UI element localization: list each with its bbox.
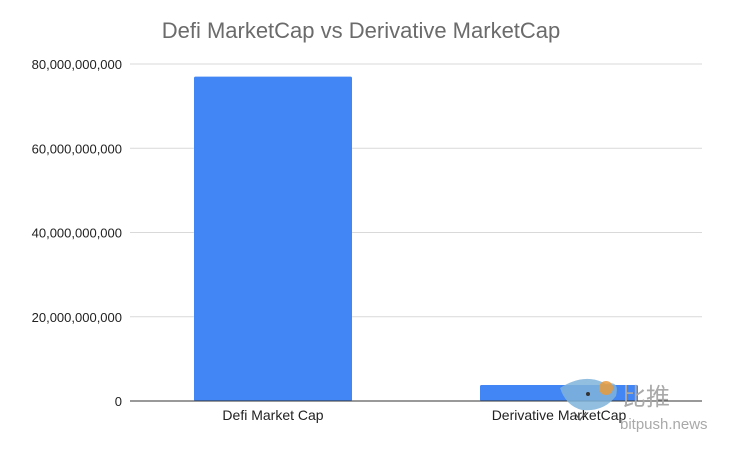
bird-bitcoin-logo-icon: [560, 378, 617, 421]
y-tick-label: 40,000,000,000: [32, 226, 122, 241]
y-tick-label: 80,000,000,000: [32, 57, 122, 72]
y-tick-label: 20,000,000,000: [32, 310, 122, 325]
x-category-label: Derivative MarketCap: [492, 407, 627, 423]
x-axis-categories: Defi Market Cap Derivative MarketCap: [222, 407, 626, 423]
y-axis-ticks: 0 20,000,000,000 40,000,000,000 60,000,000,…: [32, 57, 122, 409]
bar: [194, 76, 352, 401]
watermark-cn-text: 比推: [622, 384, 670, 411]
y-tick-label: 60,000,000,000: [32, 141, 122, 156]
chart-title: Defi MarketCap vs Derivative MarketCap: [162, 18, 561, 43]
y-tick-label: 0: [115, 394, 122, 409]
watermark: 比推 bitpush.news: [560, 378, 708, 433]
watermark-en-text: bitpush.news: [620, 416, 708, 433]
x-category-label: Defi Market Cap: [222, 407, 323, 423]
bars: [194, 76, 638, 401]
